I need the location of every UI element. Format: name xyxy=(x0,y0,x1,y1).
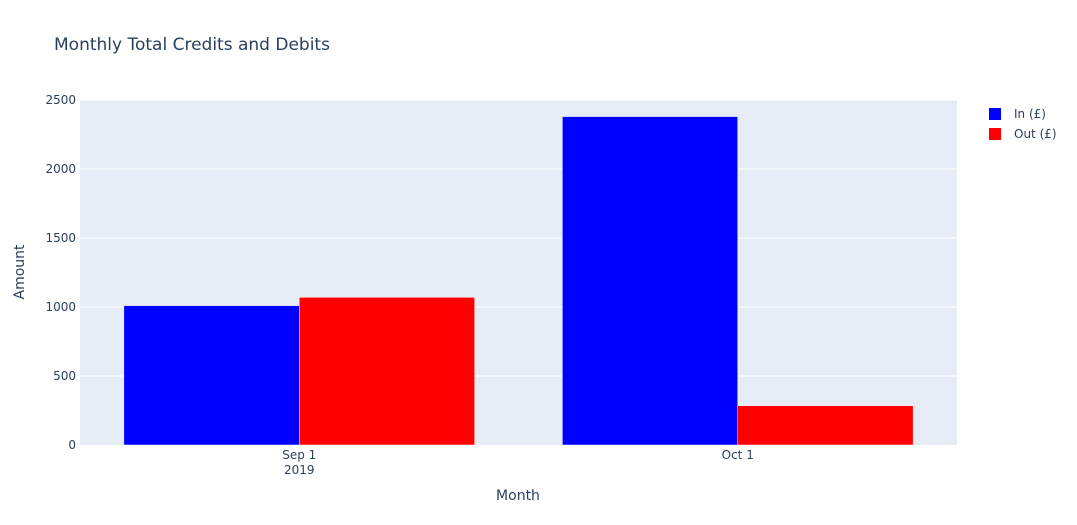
legend-item-label[interactable]: Out (£) xyxy=(1014,127,1057,141)
legend-swatch[interactable] xyxy=(989,108,1001,120)
y-tick-label: 500 xyxy=(53,369,76,383)
y-axis-title: Amount xyxy=(12,244,28,300)
legend-swatch[interactable] xyxy=(989,128,1001,140)
y-tick-label: 0 xyxy=(68,438,76,452)
y-tick-label: 1000 xyxy=(45,300,76,314)
y-tick-label: 2500 xyxy=(45,93,76,107)
chart-title: Monthly Total Credits and Debits xyxy=(54,35,330,55)
y-axis-ticks: 0 500 1000 1500 2000 2500 xyxy=(45,93,76,452)
bar-in-0[interactable] xyxy=(123,305,300,446)
x-tick-label: Sep 1 xyxy=(282,448,316,462)
bars xyxy=(123,116,914,446)
legend[interactable]: In (£) Out (£) xyxy=(989,107,1057,141)
y-tick-label: 2000 xyxy=(45,162,76,176)
bar-in-1[interactable] xyxy=(562,116,738,446)
x-axis-title: Month xyxy=(496,488,540,504)
y-tick-label: 1500 xyxy=(45,231,76,245)
bar-out-1[interactable] xyxy=(737,405,914,446)
x-tick-label: 2019 xyxy=(284,463,315,477)
x-tick-label: Oct 1 xyxy=(722,448,754,462)
legend-item-label[interactable]: In (£) xyxy=(1014,107,1046,121)
bar-out-0[interactable] xyxy=(299,297,475,446)
